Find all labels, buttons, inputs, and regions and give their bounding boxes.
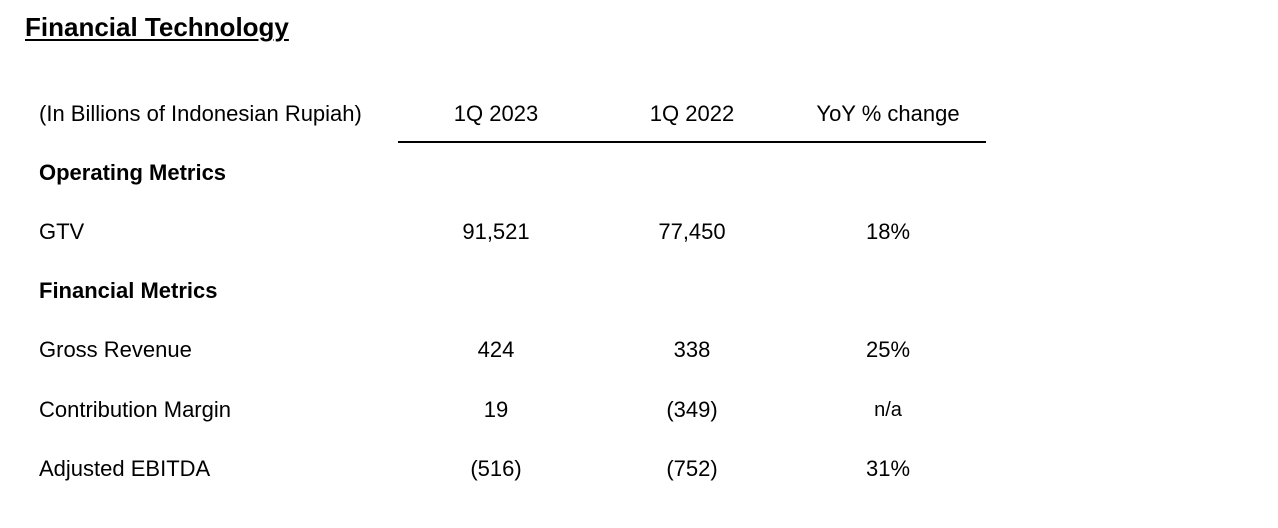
table-cell: 25%	[865, 337, 911, 362]
table-cell: 424	[477, 337, 515, 362]
column-header-1q-2023: 1Q 2023	[453, 101, 539, 126]
unit-label: (In Billions of Indonesian Rupiah)	[39, 101, 362, 126]
table-cell: (349)	[666, 397, 718, 422]
column-header-1q-2022: 1Q 2022	[649, 101, 735, 126]
column-header-yoy-change: YoY % change	[816, 101, 960, 126]
table-cell: 31%	[865, 456, 911, 481]
table-cell: 338	[673, 337, 711, 362]
row-label-gross-revenue: Gross Revenue	[39, 337, 192, 362]
section-label-operating-metrics: Operating Metrics	[39, 160, 227, 185]
table-cell: 91,521	[462, 219, 530, 244]
section-label-financial-metrics: Financial Metrics	[39, 278, 218, 303]
header-underline	[398, 141, 986, 143]
table-cell: 18%	[865, 219, 911, 244]
page-title: Financial Technology	[25, 12, 289, 42]
section-header-row: Financial Metrics	[39, 271, 986, 311]
row-label-gtv: GTV	[39, 219, 85, 244]
table-header-row: (In Billions of Indonesian Rupiah) 1Q 20…	[39, 94, 986, 134]
table-cell: n/a	[874, 399, 902, 421]
table-row: Gross Revenue 424 338 25%	[39, 330, 986, 370]
section-header-row: Operating Metrics	[39, 153, 986, 193]
table-cell: (516)	[470, 456, 522, 481]
table-row: Adjusted EBITDA (516) (752) 31%	[39, 449, 986, 489]
table-cell: 19	[483, 397, 509, 422]
row-label-contribution-margin: Contribution Margin	[39, 397, 231, 422]
table-row: Contribution Margin 19 (349) n/a	[39, 390, 986, 430]
table-cell: (752)	[666, 456, 718, 481]
table-cell: 77,450	[658, 219, 726, 244]
row-label-adjusted-ebitda: Adjusted EBITDA	[39, 456, 211, 481]
table-row: GTV 91,521 77,450 18%	[39, 212, 986, 252]
